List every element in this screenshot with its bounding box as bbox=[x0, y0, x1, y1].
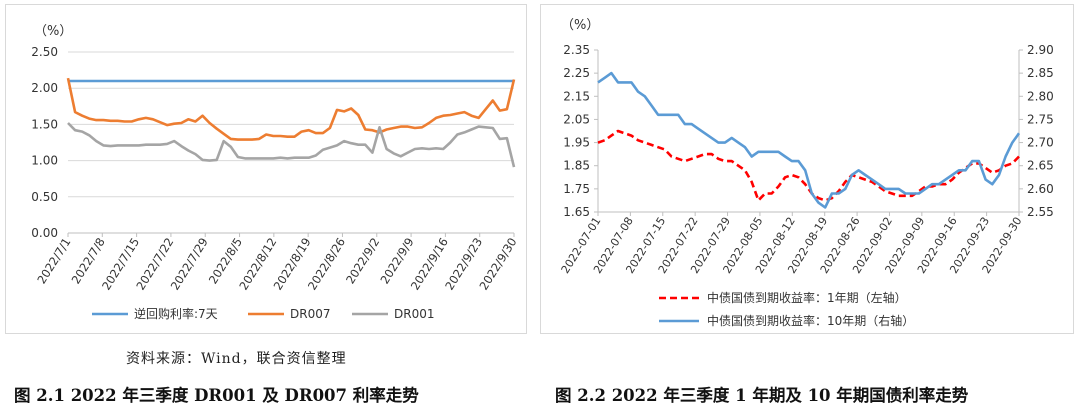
legend-label: DR007 bbox=[290, 307, 330, 321]
y-tick-label: 1.00 bbox=[31, 154, 58, 168]
y-tick-label-left: 1.85 bbox=[563, 159, 590, 173]
caption-left: 图 2.1 2022 年三季度 DR001 及 DR007 利率走势 bbox=[14, 386, 419, 405]
legend-label: 中债国债到期收益率：10年期（右轴） bbox=[707, 313, 914, 328]
legend-label: 逆回购利率:7天 bbox=[134, 306, 218, 321]
series-line bbox=[66, 77, 516, 141]
source-note: 资料来源：Wind，联合资信整理 bbox=[126, 351, 347, 367]
y-tick-label: 0.00 bbox=[31, 226, 58, 240]
y-tick-label-left: 1.75 bbox=[563, 182, 590, 196]
y-tick-label: 1.50 bbox=[31, 117, 58, 131]
y-tick-label: 2.00 bbox=[31, 81, 58, 95]
series-line bbox=[597, 129, 1020, 202]
y-tick-label-right: 2.70 bbox=[1027, 136, 1054, 150]
y-tick-label-right: 2.80 bbox=[1027, 89, 1054, 103]
y-tick-label-left: 1.95 bbox=[563, 136, 590, 150]
series-line bbox=[67, 122, 516, 168]
y-tick-label-left: 2.35 bbox=[563, 43, 590, 57]
y-tick-label-left: 1.65 bbox=[563, 205, 590, 219]
chart-right: （%） 1.65 1.75 1.85 1.95 2.05 2.15 2.25 2.35 2.55 2… bbox=[559, 18, 1054, 328]
y-tick-label-right: 2.85 bbox=[1027, 66, 1054, 80]
series-line bbox=[597, 71, 1021, 209]
y-tick-label: 2.50 bbox=[31, 45, 58, 59]
y-tick-label-left: 2.05 bbox=[563, 112, 590, 126]
y-tick-label: 0.50 bbox=[31, 190, 58, 204]
y-tick-label-right: 2.65 bbox=[1027, 159, 1054, 173]
legend-label: DR001 bbox=[394, 307, 434, 321]
chart-left: （%）0.000.501.001.502.002.502022/7/12022/… bbox=[31, 24, 519, 321]
y-tick-label-left: 2.15 bbox=[563, 89, 590, 103]
y-tick-label-right: 2.90 bbox=[1027, 43, 1054, 57]
y-tick-label-right: 2.55 bbox=[1027, 205, 1054, 219]
y-tick-label-right: 2.75 bbox=[1027, 112, 1054, 126]
legend-label: 中债国债到期收益率：1年期（左轴） bbox=[707, 290, 907, 305]
chart-panel-right: （%） 1.65 1.75 1.85 1.95 2.05 2.15 2.25 2.35 2.55 2… bbox=[540, 4, 1074, 334]
unit-label: （%） bbox=[561, 18, 599, 33]
y-tick-label-right: 2.60 bbox=[1027, 182, 1054, 196]
caption-right: 图 2.2 2022 年三季度 1 年期及 10 年期国债利率走势 bbox=[555, 386, 969, 405]
y-tick-label-left: 2.25 bbox=[563, 66, 590, 80]
chart-panel-left: （%） 0.00 0.50 1.00 1.50 2.00 2.50 2022/7/1 2022/… bbox=[5, 4, 527, 334]
unit-label: （%） bbox=[34, 24, 72, 39]
